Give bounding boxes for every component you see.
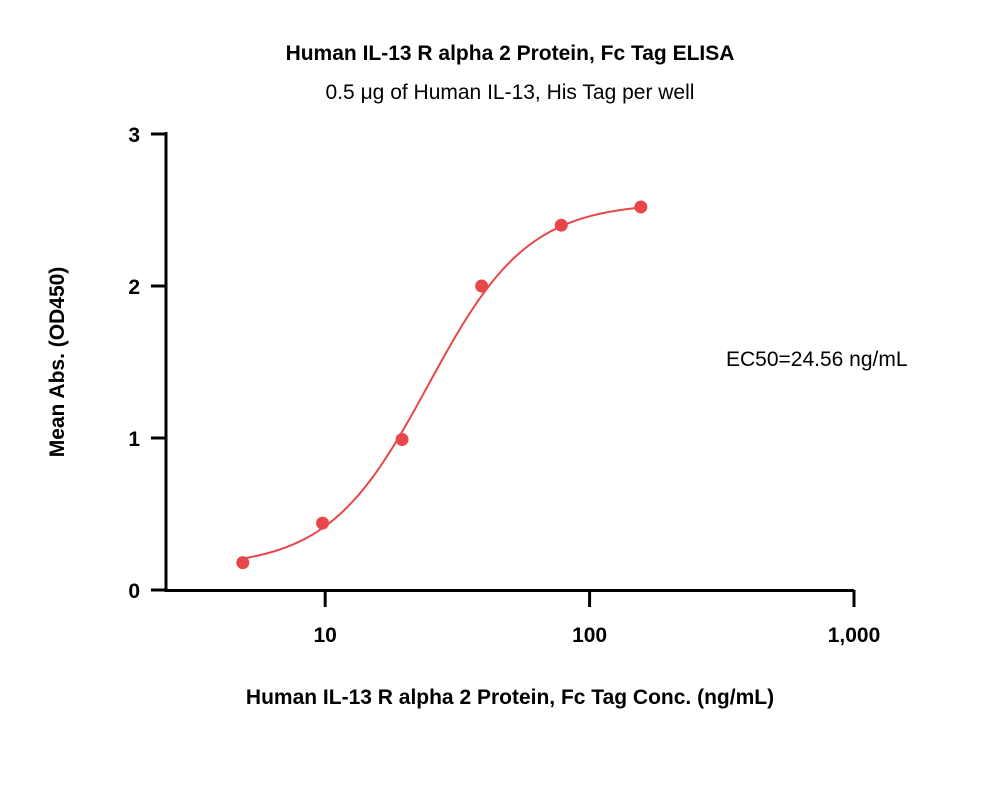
data-point (316, 516, 330, 530)
ec50-annotation: EC50=24.56 ng/mL (726, 348, 908, 371)
x-tick-label: 100 (572, 624, 607, 647)
y-tick-label: 2 (128, 276, 140, 299)
x-ticks: 10 100 1,000 (314, 590, 881, 647)
data-point (236, 556, 250, 570)
y-tick-label: 3 (128, 124, 140, 147)
x-tick-label: 1,000 (828, 624, 881, 647)
chart-title: Human IL-13 R alpha 2 Protein, Fc Tag EL… (286, 42, 735, 65)
data-point (554, 218, 568, 232)
data-point (634, 200, 648, 214)
y-tick-label: 0 (128, 580, 140, 603)
x-tick-label: 10 (314, 624, 337, 647)
data-point (475, 279, 489, 293)
axes: 0 1 2 3 10 100 1,000 (128, 124, 880, 647)
data-point (395, 433, 409, 447)
chart-subtitle: 0.5 μg of Human IL-13, His Tag per well (326, 81, 695, 104)
data-points (236, 200, 648, 570)
fit-curve (242, 206, 641, 560)
x-axis-title: Human IL-13 R alpha 2 Protein, Fc Tag Co… (246, 686, 774, 709)
y-axis-title: Mean Abs. (OD450) (46, 267, 69, 458)
y-tick-label: 1 (128, 428, 140, 451)
y-ticks: 0 1 2 3 (128, 124, 166, 603)
